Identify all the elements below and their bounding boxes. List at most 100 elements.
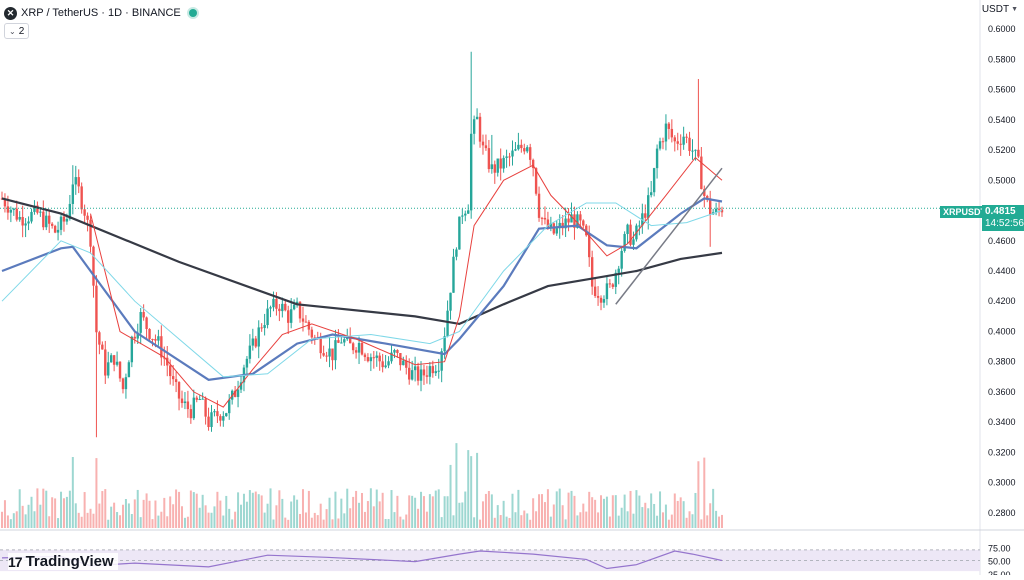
candle-body: [490, 164, 494, 170]
tradingview-logo[interactable]: 17 TradingView: [8, 553, 118, 570]
candle-body: [573, 214, 576, 228]
candle-body: [658, 141, 662, 149]
volume-bar: [703, 457, 706, 528]
volume-bar: [390, 490, 393, 528]
candle-body: [198, 398, 201, 400]
volume-bar: [579, 512, 582, 528]
volume-bar: [552, 504, 555, 528]
volume-bar: [602, 498, 605, 528]
candle-body: [45, 215, 48, 228]
rsi-band: [0, 549, 980, 572]
volume-bar: [585, 511, 588, 528]
candle-body: [71, 184, 75, 204]
volume-bar: [523, 510, 526, 528]
candle-body: [555, 228, 558, 234]
candle-body: [579, 214, 582, 221]
candle-body: [180, 398, 184, 404]
volume-bar: [623, 494, 626, 528]
volume-bar: [95, 458, 98, 528]
volume-bar: [48, 516, 51, 528]
volume-bar: [641, 507, 644, 528]
candle-body: [561, 222, 564, 229]
volume-bar: [157, 515, 160, 528]
volume-bar: [169, 496, 172, 528]
volume-bar: [107, 519, 110, 528]
y-tick-label: 0.3800: [988, 357, 1016, 367]
candle-body: [334, 340, 337, 361]
volume-bar: [712, 488, 715, 528]
candle-body: [292, 304, 296, 310]
candle-body: [511, 150, 514, 157]
candle-body: [257, 327, 260, 347]
volume-bar: [617, 515, 620, 528]
candle-body: [319, 338, 322, 354]
currency-label: USDT: [981, 4, 1010, 15]
tradingview-mark-icon: 17: [8, 553, 23, 570]
candle-body: [670, 128, 674, 138]
volume-bar: [186, 516, 189, 528]
volume-bar: [384, 519, 387, 528]
volume-bar: [172, 504, 175, 528]
volume-bar: [420, 491, 423, 528]
volume-bar: [620, 507, 623, 528]
volume-bar: [706, 515, 709, 528]
volume-bar: [496, 505, 499, 528]
volume-bar: [1, 511, 3, 528]
candle-body: [86, 215, 89, 220]
candle-body: [372, 357, 376, 359]
volume-bar: [650, 493, 653, 528]
volume-bar: [231, 519, 234, 528]
candle-body: [95, 285, 98, 333]
candle-body: [564, 218, 567, 229]
candle-body: [416, 366, 420, 381]
candle-body: [107, 362, 110, 376]
candle-body: [558, 222, 561, 229]
volume-bar: [127, 503, 130, 528]
volume-bar: [287, 519, 290, 528]
candle-body: [440, 351, 443, 371]
volume-bar: [502, 500, 505, 528]
candle-body: [531, 159, 535, 169]
volume-bar: [160, 511, 163, 528]
candle-body: [661, 141, 665, 143]
candle-body: [399, 353, 402, 366]
volume-bar: [290, 501, 293, 528]
candle-body: [528, 147, 532, 160]
volume-bar: [104, 489, 107, 528]
symbol-header[interactable]: ✕ XRP / TetherUS · 1D · BINANCE: [4, 4, 197, 22]
candle-body: [222, 416, 225, 421]
candle-body: [679, 143, 682, 145]
y-tick-label: 0.5000: [988, 175, 1016, 185]
moving-average-line: [90, 156, 723, 408]
volume-bar: [301, 489, 304, 528]
volume-bar: [484, 493, 487, 528]
indicators-toggle-button[interactable]: ⌄ 2: [4, 23, 30, 39]
volume-bar: [667, 519, 670, 528]
candle-body: [59, 216, 63, 230]
moving-average-line: [1, 202, 723, 378]
volume-bar: [605, 496, 608, 528]
candle-body: [310, 329, 314, 338]
last-price-badge: 0.4815 14:52:56: [982, 205, 1024, 231]
candle-body: [340, 342, 343, 344]
volume-bar: [446, 496, 449, 528]
volume-bar: [688, 511, 691, 528]
candle-body: [12, 208, 16, 210]
chevron-down-icon: ▼: [1011, 6, 1018, 13]
volume-bar: [558, 488, 561, 528]
candle-body: [461, 215, 464, 217]
volume-bar: [331, 519, 334, 528]
candle-body: [266, 308, 269, 326]
candle-body: [458, 216, 461, 250]
candle-body: [623, 233, 626, 251]
candle-body: [369, 357, 373, 362]
volume-bar: [307, 490, 310, 528]
currency-selector[interactable]: USDT ▼: [982, 4, 1018, 15]
volume-bar: [431, 496, 434, 528]
volume-bar: [535, 511, 538, 528]
candle-body: [24, 223, 27, 226]
volume-bar: [697, 461, 700, 528]
symbol-title[interactable]: XRP / TetherUS · 1D · BINANCE: [21, 7, 181, 19]
